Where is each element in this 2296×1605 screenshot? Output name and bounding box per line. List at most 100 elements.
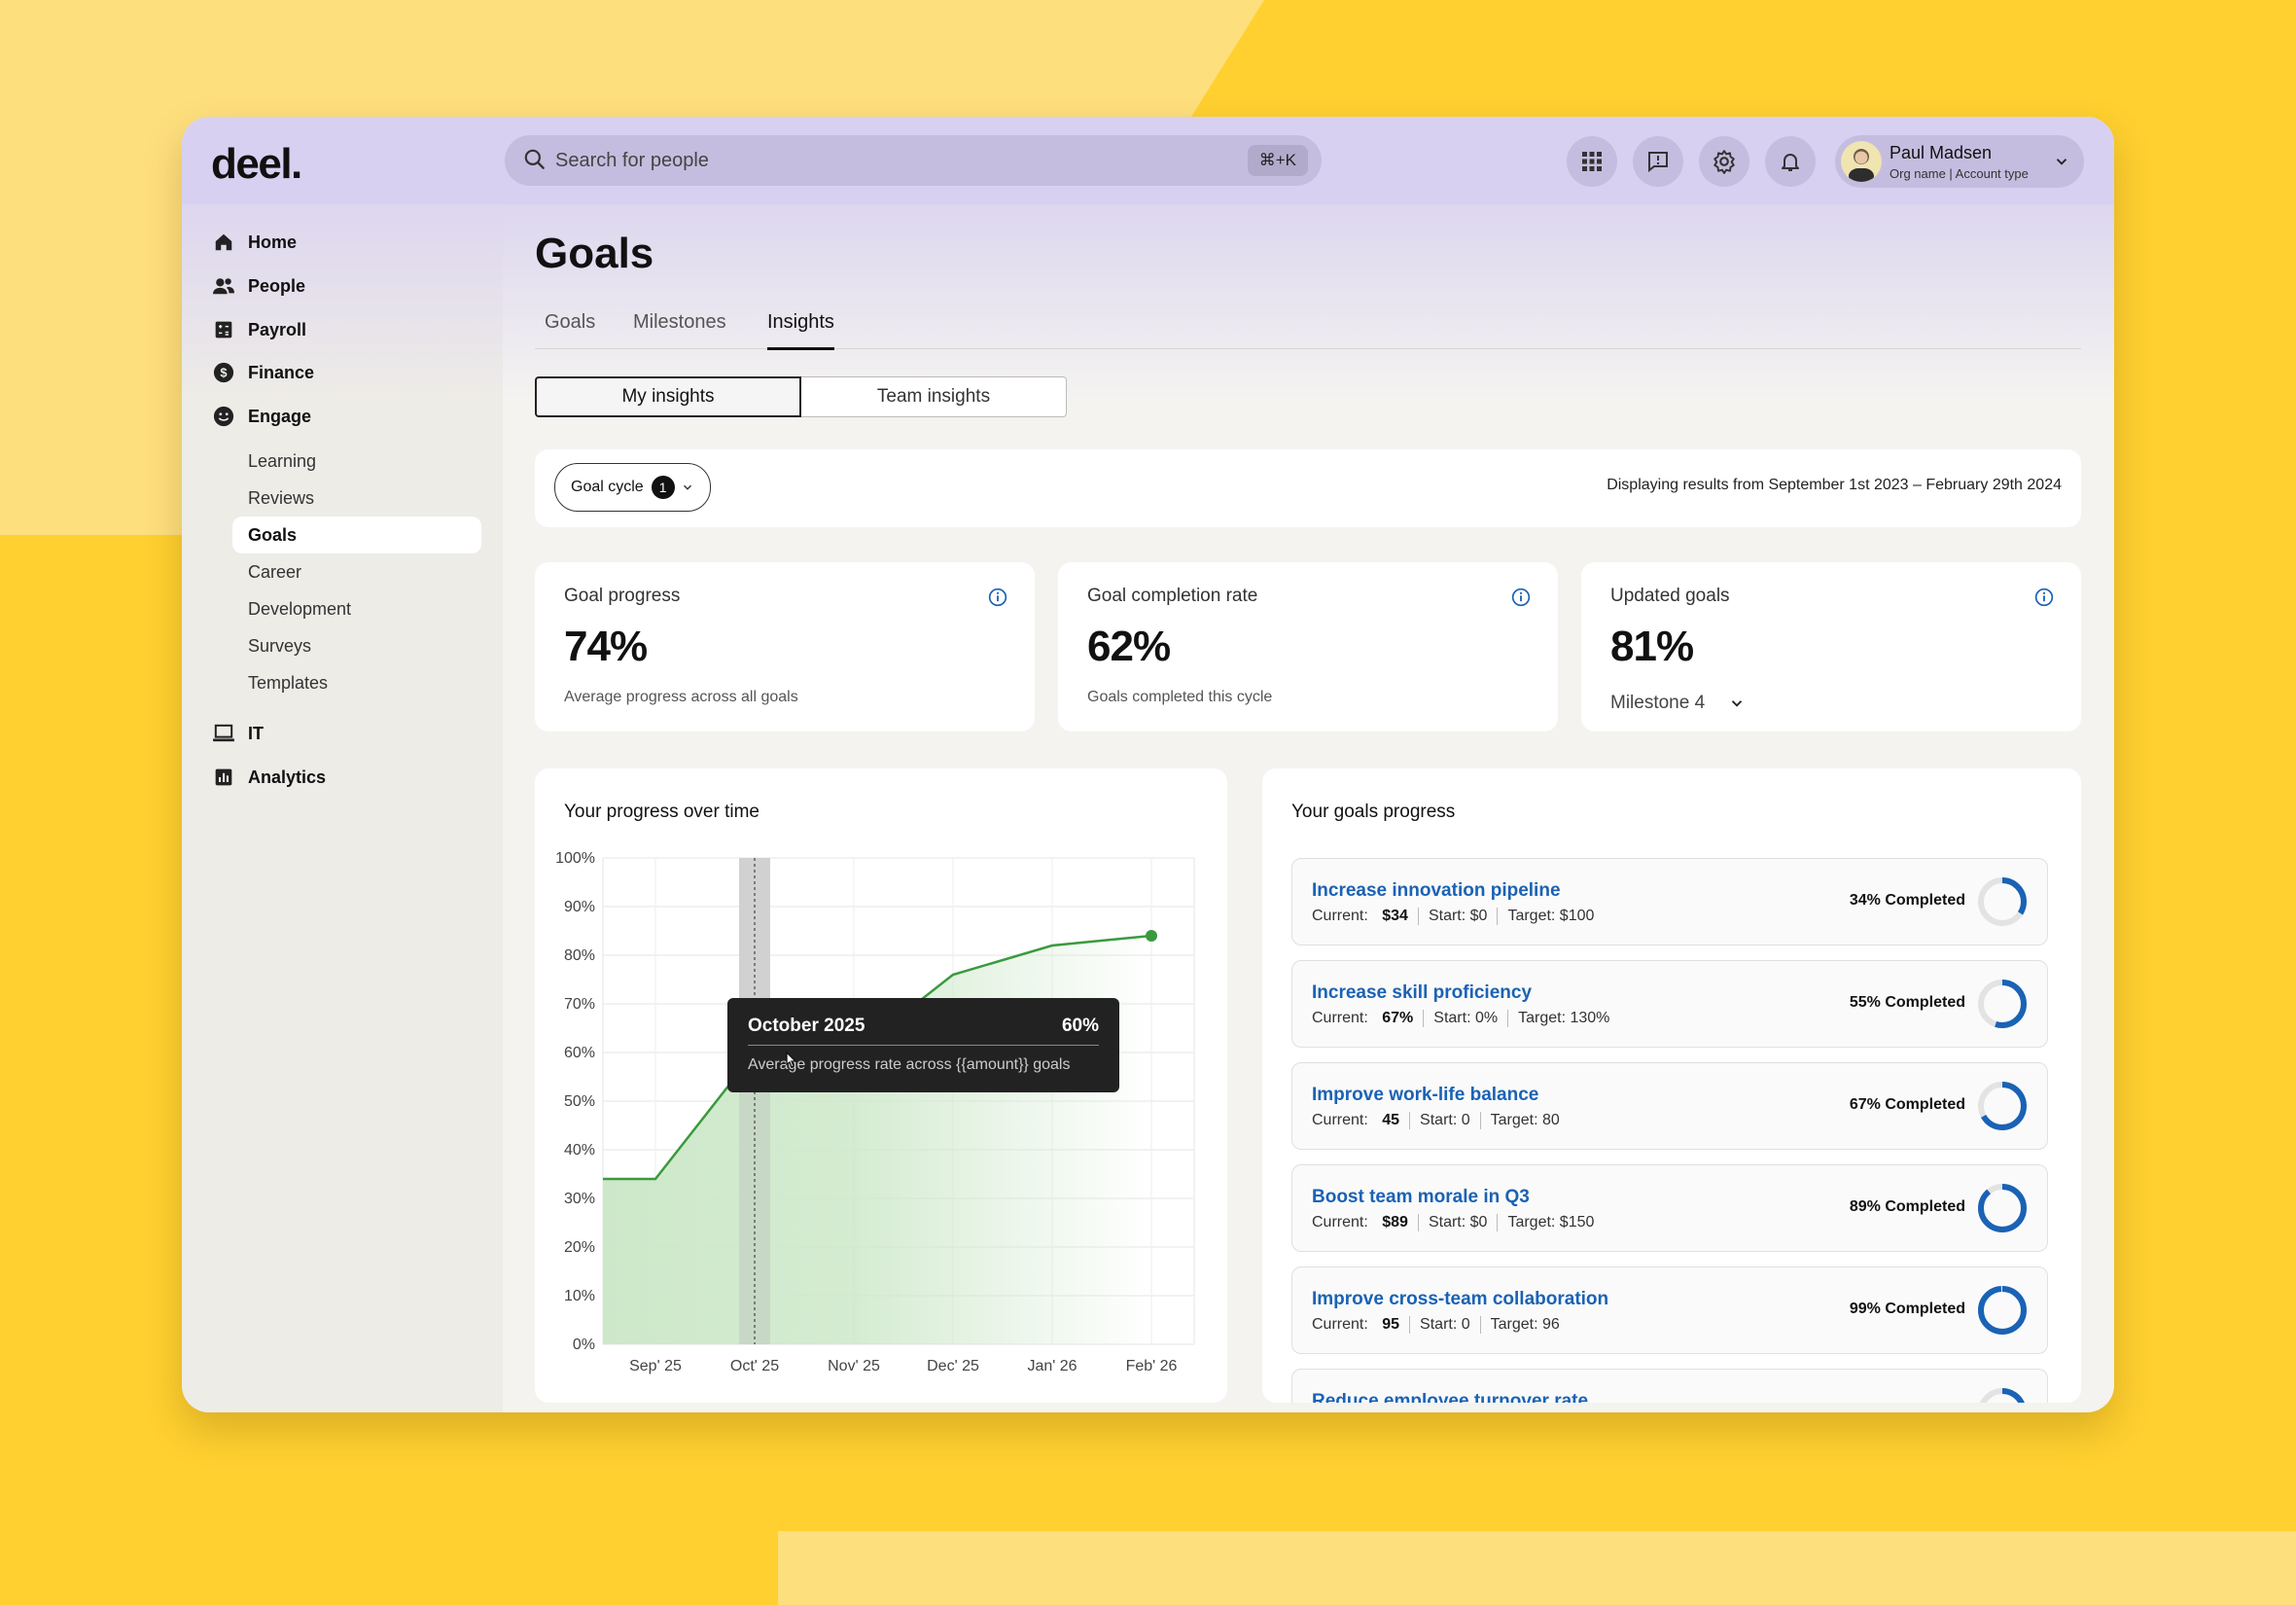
insights-toggle: My insights Team insights [535, 376, 1067, 417]
progress-ring-fill [1978, 1388, 2027, 1403]
goals-progress-card: Your goals progress Increase innovation … [1262, 768, 2081, 1403]
goal-row[interactable]: Increase innovation pipeline Current: $34… [1291, 858, 2048, 945]
search-input[interactable]: Search for people [555, 150, 709, 171]
search-bar[interactable]: Search for people ⌘+K [505, 135, 1322, 186]
sidebar-sub-development[interactable]: Development [248, 599, 352, 619]
sidebar-item-home[interactable]: Home [211, 232, 297, 253]
kpi-label: Goal completion rate [1087, 586, 1258, 606]
goal-completed: 67% Completed [1849, 1096, 1965, 1113]
apps-grid-button[interactable] [1567, 136, 1617, 187]
tab-bar: Goals Milestones Insights [535, 302, 2081, 350]
x-tick-label: Dec' 25 [927, 1358, 979, 1374]
goal-row[interactable]: Improve work-life balance Current: 45 Star… [1291, 1062, 2048, 1150]
main-content: Goals Goals Milestones Insights My insig… [503, 204, 2114, 1412]
milestone-select-value: Milestone 4 [1610, 693, 1706, 713]
goal-cycle-filter[interactable]: Goal cycle 1 [554, 463, 711, 512]
y-tick-label: 60% [564, 1045, 595, 1061]
tab-goals[interactable]: Goals [545, 311, 596, 333]
notifications-button[interactable] [1765, 136, 1816, 187]
svg-text:$: $ [220, 366, 227, 380]
chevron-down-icon [683, 484, 691, 490]
deel-logo[interactable]: deel. [211, 140, 302, 188]
apps-grid-icon [1582, 152, 1602, 171]
y-tick-label: 50% [564, 1093, 595, 1110]
sidebar-sub-reviews[interactable]: Reviews [248, 488, 315, 508]
progress-ring [1978, 1388, 2027, 1403]
settings-button[interactable] [1699, 136, 1749, 187]
progress-ring [1978, 980, 2027, 1028]
goal-start: Start: 0% [1423, 1010, 1507, 1027]
user-name: Paul Madsen [1890, 143, 1993, 162]
payroll-icon [215, 321, 232, 339]
sidebar-sub-career[interactable]: Career [248, 562, 302, 582]
goal-row[interactable]: Increase skill proficiency Current: 67% St… [1291, 960, 2048, 1048]
dollar-icon: $ [213, 362, 234, 383]
page-title: Goals [535, 230, 654, 277]
progress-ring-fill [1978, 877, 2027, 926]
kpi-updated-goals: Updated goals 81% Milestone 4 [1581, 562, 2081, 731]
sidebar-item-label: Payroll [248, 319, 307, 339]
sidebar-item-finance[interactable]: $ Finance [211, 362, 314, 383]
kpi-label: Goal progress [564, 586, 681, 606]
progress-ring-fill [1978, 1082, 2027, 1130]
shortcut-hint: ⌘+K [1247, 145, 1308, 176]
goal-metrics: Current: $34 Start: $0 Target: $100 [1312, 908, 1604, 925]
goal-row[interactable]: Boost team morale in Q3 Current: $89 Start… [1291, 1164, 2048, 1252]
sidebar-item-people[interactable]: People [211, 275, 305, 297]
user-menu[interactable]: Paul Madsen Org name | Account type [1835, 135, 2084, 188]
progress-ring-fill [1978, 980, 2027, 1028]
milestone-select[interactable]: Milestone 4 [1610, 693, 1746, 714]
goal-completed: 34% Completed [1849, 892, 1965, 909]
filter-label: Goal cycle [571, 479, 644, 495]
goal-row[interactable]: Improve cross-team collaboration Current:… [1291, 1266, 2048, 1354]
goal-row[interactable]: Reduce employee turnover rate [1291, 1369, 2048, 1403]
sidebar-item-label: Finance [248, 362, 315, 382]
goal-current: Current: 45 [1312, 1112, 1400, 1128]
goal-name[interactable]: Increase innovation pipeline [1312, 880, 1561, 901]
sidebar-item-engage[interactable]: Engage [211, 406, 311, 427]
goal-name[interactable]: Reduce employee turnover rate [1312, 1391, 1589, 1403]
x-tick-label: Sep' 25 [629, 1358, 682, 1374]
kpi-value: 81% [1610, 623, 1694, 670]
goal-start: Start: 0 [1409, 1112, 1480, 1129]
avatar [1841, 141, 1882, 182]
y-tick-label: 90% [564, 899, 595, 915]
team-insights-button[interactable]: Team insights [801, 376, 1067, 417]
goal-target: Target: 96 [1479, 1316, 1570, 1334]
goal-name[interactable]: Improve cross-team collaboration [1312, 1289, 1609, 1309]
kpi-description: Goals completed this cycle [1087, 689, 1273, 705]
y-tick-label: 0% [573, 1337, 595, 1353]
sidebar-item-payroll[interactable]: Payroll [211, 319, 306, 340]
x-tick-label: Nov' 25 [828, 1358, 880, 1374]
goals-title: Your goals progress [1291, 802, 1456, 822]
goal-start: Start: $0 [1417, 1214, 1497, 1231]
kpi-label: Updated goals [1610, 586, 1730, 606]
cursor-icon [786, 1051, 797, 1068]
people-icon [213, 278, 234, 295]
tab-insights[interactable]: Insights [767, 311, 834, 350]
sidebar-item-analytics[interactable]: Analytics [211, 767, 326, 788]
sidebar-sub-surveys[interactable]: Surveys [248, 636, 312, 656]
goal-name[interactable]: Improve work-life balance [1312, 1085, 1539, 1105]
goal-name[interactable]: Increase skill proficiency [1312, 982, 1533, 1003]
chevron-down-icon [2056, 159, 2067, 165]
goal-target: Target: 80 [1479, 1112, 1570, 1129]
sidebar-sub-goals[interactable]: Goals [232, 517, 481, 553]
feedback-button[interactable] [1633, 136, 1683, 187]
sidebar-item-label: Home [248, 232, 298, 252]
info-icon[interactable] [988, 588, 1007, 607]
tab-milestones[interactable]: Milestones [633, 311, 726, 333]
sidebar-item-it[interactable]: IT [211, 723, 264, 744]
info-icon[interactable] [2034, 588, 2054, 607]
my-insights-button[interactable]: My insights [535, 376, 801, 417]
goal-completed: 89% Completed [1849, 1198, 1965, 1215]
kpi-completion-rate: Goal completion rate 62% Goals completed… [1058, 562, 1558, 731]
goal-start: Start: 0 [1409, 1316, 1480, 1334]
sidebar-sub-templates[interactable]: Templates [248, 673, 329, 693]
y-tick-label: 20% [564, 1239, 595, 1256]
info-icon[interactable] [1511, 588, 1531, 607]
sidebar-sub-learning[interactable]: Learning [248, 451, 317, 471]
goal-name[interactable]: Boost team morale in Q3 [1312, 1187, 1530, 1207]
analytics-icon [215, 768, 232, 786]
sidebar-item-label: IT [248, 723, 264, 743]
